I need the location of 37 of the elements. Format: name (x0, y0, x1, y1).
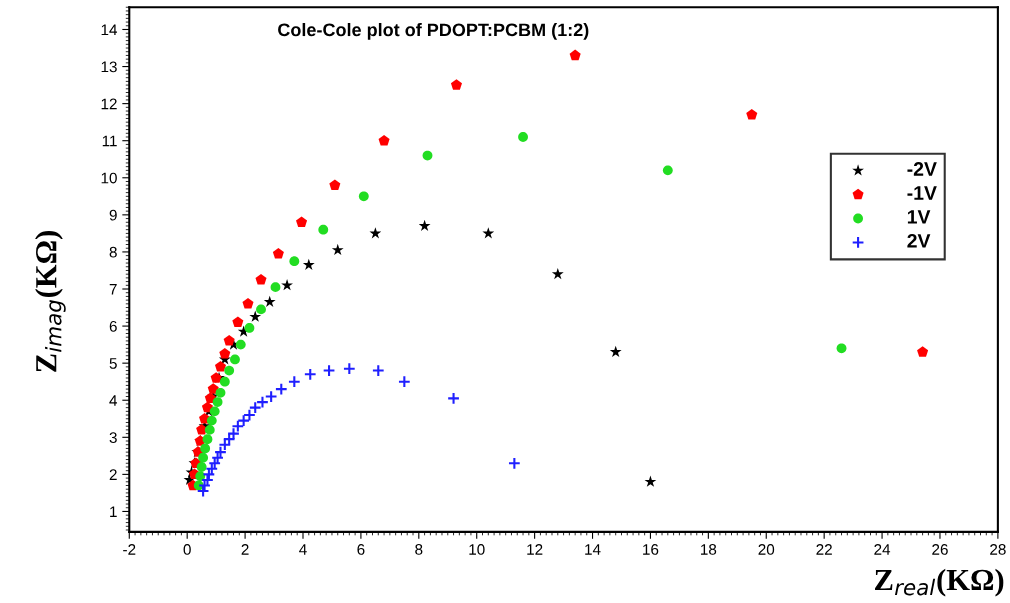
y-tick-label: 11 (102, 135, 117, 147)
x-tick-label: 8 (415, 544, 423, 555)
y-tick-label: 5 (109, 358, 117, 369)
x-tick-label: 12 (527, 544, 543, 555)
x-tick-label: 4 (299, 544, 307, 555)
x-tick-label: 26 (932, 544, 948, 555)
text: Cole-Cole plot of PDOPT:PCBM (1:2) (278, 22, 589, 40)
x-tick-label: 2 (241, 544, 249, 555)
legend-label: 1V (907, 210, 931, 224)
legend-label: -2V (907, 162, 937, 176)
y-tick-label: 13 (101, 61, 117, 73)
y-tick-label: 1 (110, 506, 117, 517)
y-tick-label: 8 (109, 246, 117, 258)
y-tick-label: 12 (101, 98, 117, 110)
x-tick-label: 16 (643, 544, 659, 555)
y-tick-label: 3 (109, 432, 117, 443)
x-tick-label: 24 (874, 544, 891, 555)
x-tick-label: 28 (990, 544, 1006, 555)
y-tick-label: 2 (109, 469, 117, 480)
y-tick-label: 6 (109, 320, 117, 332)
y-tick-label: 7 (109, 284, 117, 295)
x-tick-label: 18 (701, 544, 717, 555)
y-tick-label: 4 (109, 395, 118, 406)
y-tick-label: 9 (109, 209, 117, 221)
x-axis-title: Z$_{real}$(KΩ) (875, 568, 1004, 597)
x-tick-label: -2 (123, 544, 136, 555)
y-tick-label: 14 (101, 24, 118, 36)
x-tick-label: 6 (357, 544, 365, 555)
legend-label: -1V (907, 186, 937, 200)
y-tick-label: 10 (101, 172, 117, 184)
x-tick-label: 20 (758, 544, 775, 555)
legend-label: 2V (907, 233, 931, 248)
x-tick-label: 22 (816, 544, 832, 555)
x-tick-label: 0 (183, 544, 191, 555)
x-tick-label: 14 (585, 544, 601, 555)
y-axis-title: Z$_{imag}$(KΩ) (35, 231, 66, 372)
x-tick-label: 10 (469, 544, 485, 555)
